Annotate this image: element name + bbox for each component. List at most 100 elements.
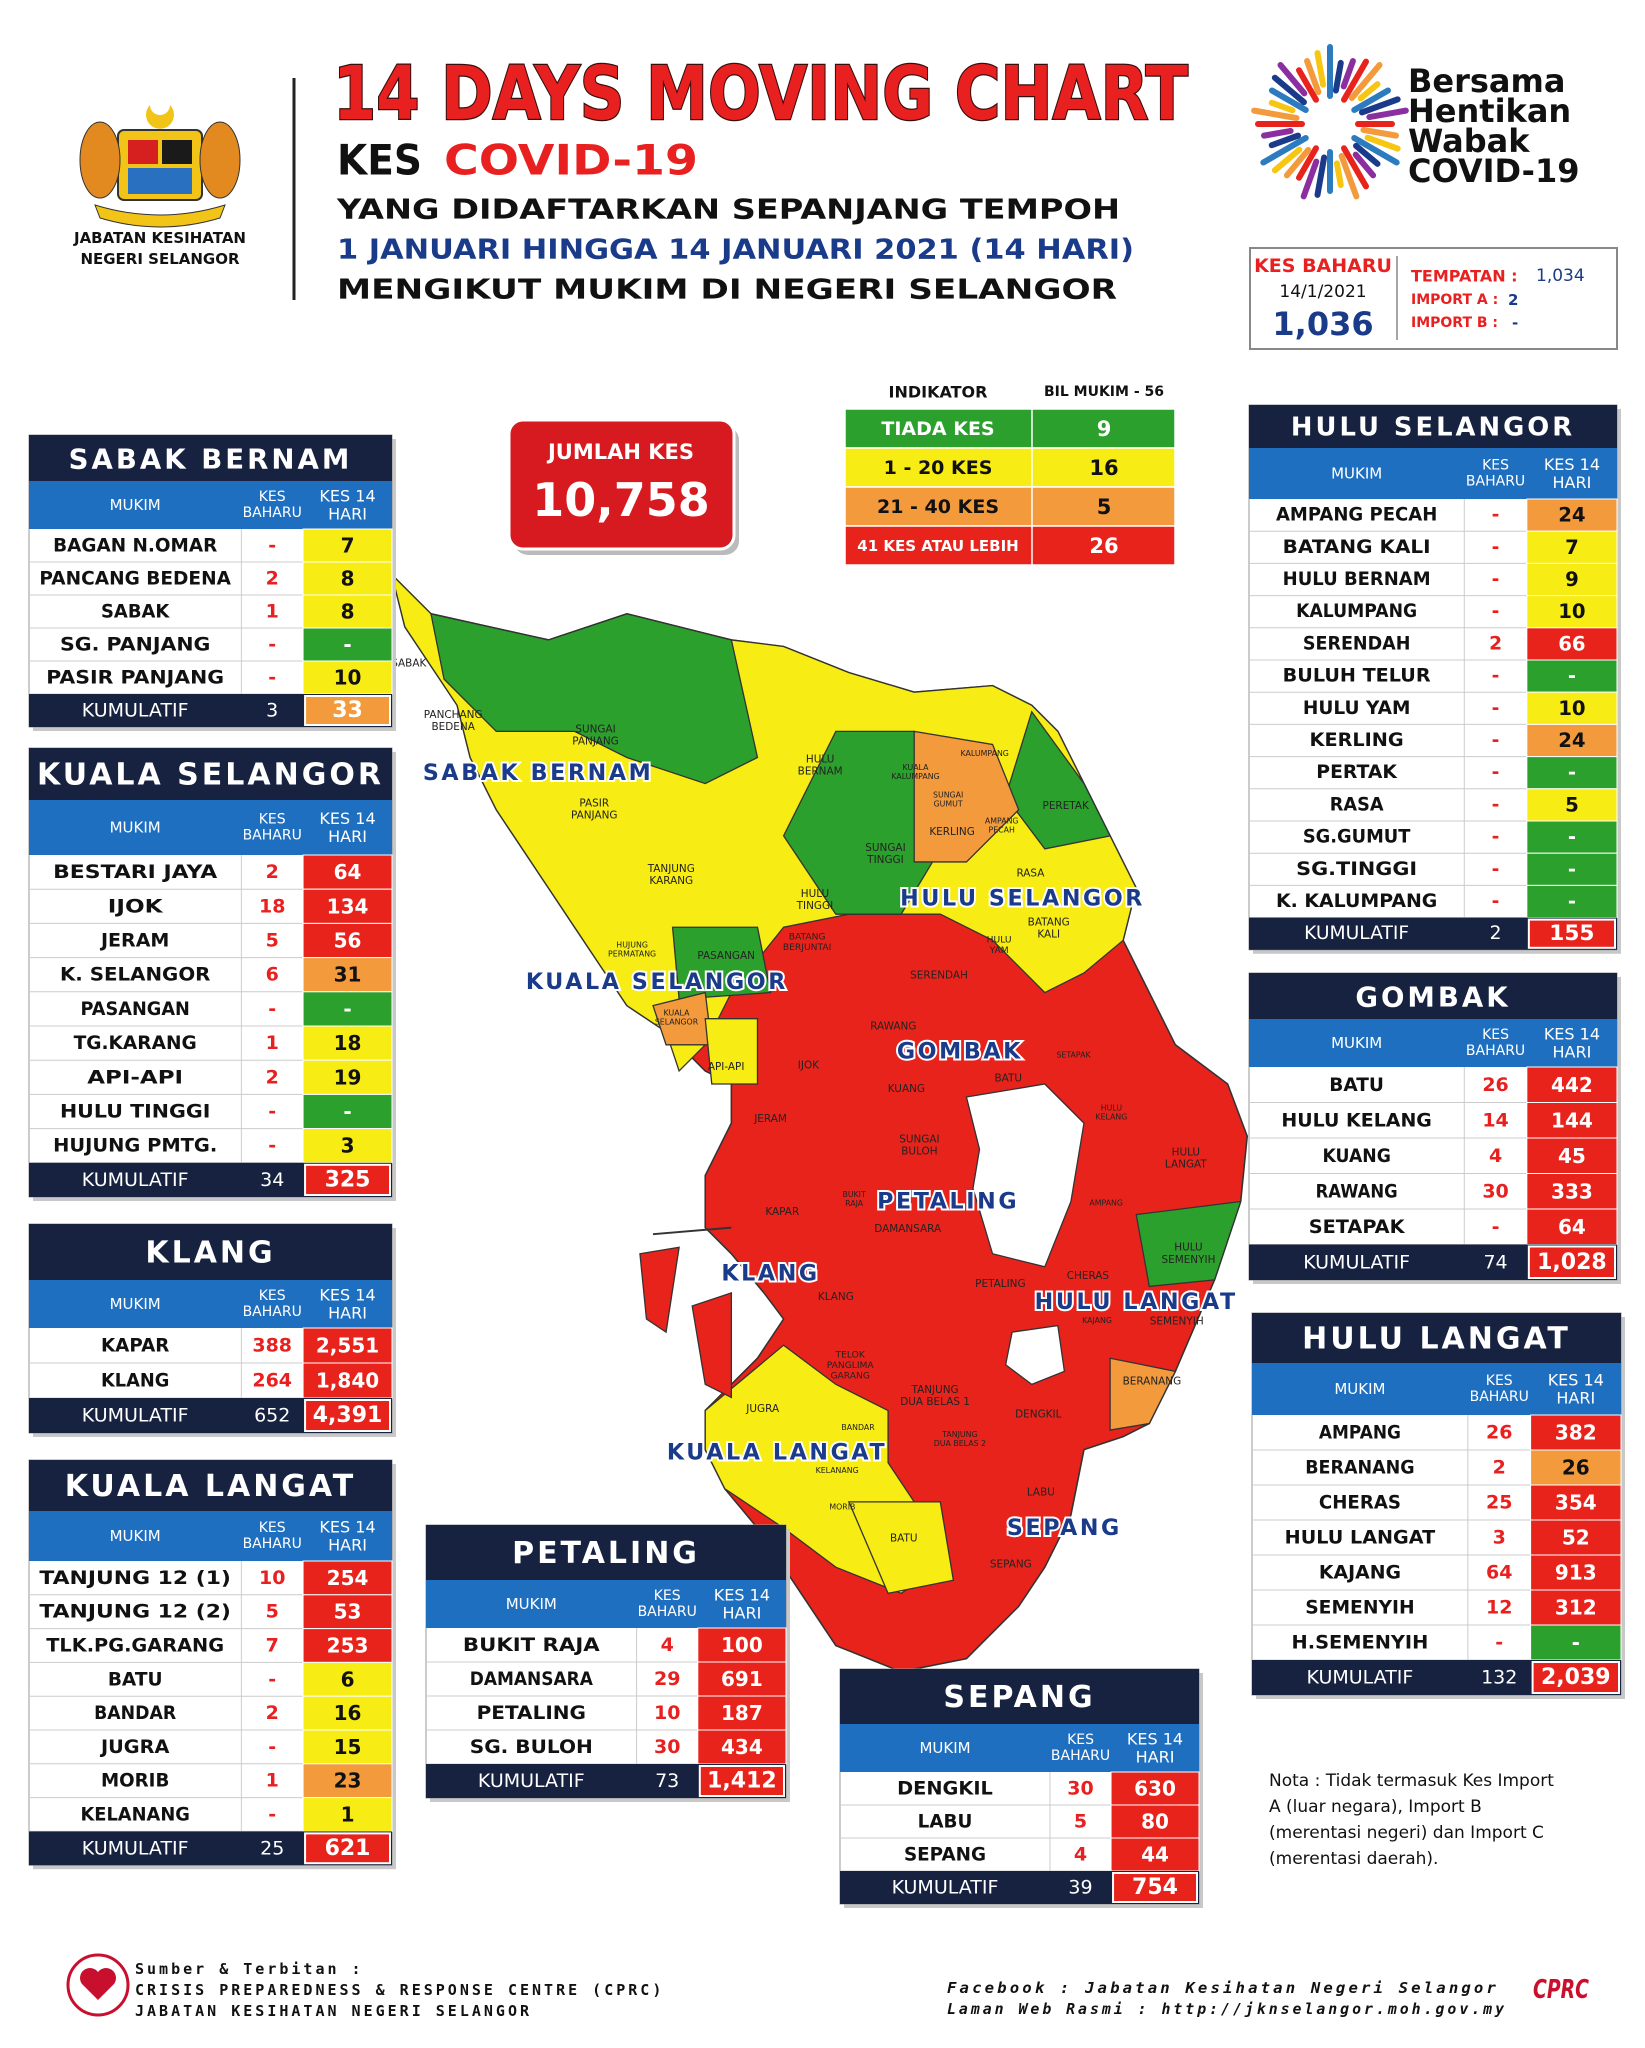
- subtitle: COVID-19: [444, 136, 698, 185]
- cases-14-days: 23: [334, 1769, 362, 1793]
- new-cases: -: [1492, 891, 1500, 912]
- cases-14-days: 53: [334, 1600, 362, 1624]
- column-header: KES: [1486, 1373, 1513, 1389]
- total-14-days: 33: [332, 698, 363, 723]
- subtitle: KES: [337, 136, 422, 185]
- total-label: KUMULATIF: [82, 1405, 189, 1427]
- mukim-name: SETAPAK: [1309, 1216, 1406, 1238]
- map-label: MORIB: [829, 1503, 855, 1512]
- total-new: 3: [266, 700, 278, 722]
- map-label: HULU: [987, 935, 1012, 945]
- map-label: AMPANG: [985, 816, 1019, 825]
- map-label: HULU: [801, 888, 829, 900]
- burst-ray: [1341, 145, 1369, 190]
- mukim-name: RASA: [1330, 794, 1384, 815]
- cell: [302, 1093, 393, 1130]
- new-cases: -: [268, 667, 276, 689]
- total-label: KUMULATIF: [478, 1770, 585, 1792]
- mukim-name: CHERAS: [1319, 1492, 1401, 1514]
- cell: [304, 1399, 391, 1432]
- column-header: HARI: [1136, 1748, 1175, 1767]
- cases-14-days: 7: [341, 534, 355, 558]
- map-label: KUALA: [903, 763, 930, 772]
- new-cases: 2: [266, 1702, 279, 1724]
- cases-14-days: 2,551: [316, 1334, 379, 1358]
- map-label: HULU: [1174, 1242, 1202, 1254]
- cell: [302, 1763, 393, 1799]
- map-label: SEPANG: [990, 1559, 1032, 1571]
- column-header: MUKIM: [1334, 1380, 1385, 1398]
- map-label: BERNAM: [798, 765, 843, 777]
- cases-14-days: 1: [341, 1803, 355, 1827]
- cell: [302, 528, 393, 563]
- import-label: IMPORT A :: [1411, 292, 1498, 308]
- new-cases: -: [268, 998, 276, 1020]
- table-header: [426, 1580, 786, 1628]
- column-header: BAHARU: [638, 1604, 697, 1620]
- mukim-name: HULU KELANG: [1281, 1109, 1431, 1131]
- mukim-name: DAMANSARA: [470, 1668, 593, 1690]
- new-cases: 64: [1486, 1562, 1512, 1584]
- cell: [302, 1059, 393, 1095]
- map-district-label: SABAK BERNAM: [423, 760, 653, 786]
- map-label: BERJUNTAI: [783, 943, 831, 953]
- cell: [1526, 530, 1618, 564]
- table-header: [840, 1724, 1199, 1772]
- cases-14-days: 31: [334, 963, 362, 987]
- map-label: RASA: [1016, 868, 1045, 880]
- shield-part: [128, 140, 158, 164]
- new-cases: 1: [266, 601, 279, 623]
- map-label: KUALA: [664, 1008, 691, 1017]
- column-header: KES: [1482, 458, 1509, 474]
- map-district-label: KUALA LANGAT: [667, 1439, 887, 1465]
- mukim-name: IJOK: [108, 895, 164, 917]
- column-header: KES: [259, 812, 286, 828]
- new-cases: 4: [661, 1634, 674, 1656]
- new-cases: -: [268, 1804, 276, 1826]
- mukim-name: SG.TINGGI: [1296, 859, 1417, 880]
- total-label: KUMULATIF: [82, 1169, 189, 1191]
- mukim-name: PASANGAN: [80, 998, 189, 1020]
- mukim-name: KERLING: [1310, 730, 1404, 751]
- column-header: HARI: [328, 505, 367, 524]
- new-cases: -: [1492, 762, 1500, 783]
- map-district-label: PETALING: [877, 1189, 1019, 1215]
- map-label: TANJUNG: [911, 1384, 959, 1396]
- new-cases: -: [1492, 730, 1500, 751]
- indicator-label: 1 - 20 KES: [884, 457, 993, 479]
- mukim-name: SERENDAH: [1303, 633, 1411, 654]
- footer-text: Facebook : Jabatan Kesihatan Negeri Sela…: [947, 1979, 1499, 1997]
- table-title: HULU SELANGOR: [1291, 413, 1575, 443]
- table-title: SABAK BERNAM: [69, 443, 353, 476]
- cases-14-days: 5: [1565, 793, 1579, 816]
- map-label: SELANGOR: [655, 1017, 699, 1026]
- table-title: HULU LANGAT: [1302, 1322, 1571, 1357]
- shield-part: [162, 140, 192, 164]
- cases-14-days: 187: [721, 1701, 763, 1725]
- column-header: MUKIM: [1331, 1034, 1382, 1052]
- column-header: KES 14: [1544, 1025, 1600, 1044]
- table-header: [1249, 448, 1617, 499]
- column-header: HARI: [328, 827, 367, 846]
- cell: [1110, 1837, 1200, 1872]
- map-label: LANGAT: [1165, 1158, 1207, 1170]
- crescent: [146, 105, 174, 129]
- new-cases-total: 1,036: [1272, 305, 1373, 343]
- map-label: SEMENYIH: [1161, 1254, 1215, 1266]
- map-label: KAPAR: [765, 1206, 799, 1218]
- map-label: DAMANSARA: [874, 1223, 942, 1235]
- burst-ray: [1351, 135, 1400, 166]
- column-header: BAHARU: [1466, 1043, 1525, 1059]
- map-label: RAJA: [845, 1199, 864, 1208]
- map-label: KALUMPANG: [961, 749, 1009, 758]
- burst-ray: [1352, 151, 1377, 179]
- map-label: TELOK: [835, 1351, 866, 1361]
- map-label: JERAM: [753, 1113, 787, 1125]
- cell: [302, 1661, 393, 1697]
- total-14-days: 2,039: [1541, 1665, 1611, 1690]
- cell: [1526, 788, 1618, 822]
- burst-ray: [1260, 135, 1309, 166]
- total-14-days: 4,391: [313, 1403, 383, 1428]
- mukim-name: TANJUNG 12 (2): [39, 1601, 231, 1623]
- cell: [1110, 1771, 1200, 1806]
